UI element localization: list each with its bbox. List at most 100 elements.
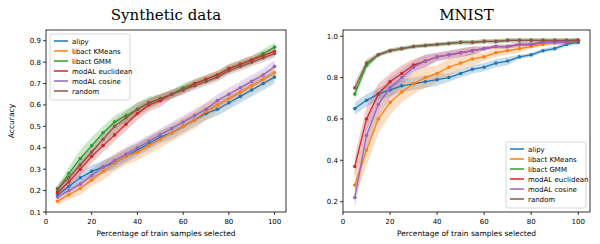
legend-swatch [54, 80, 68, 82]
y-tick-label: 0.6 [30, 101, 42, 109]
series-marker [90, 170, 94, 174]
series-marker [353, 107, 357, 111]
series-marker [553, 39, 557, 43]
series-marker [471, 49, 475, 53]
series-marker [400, 47, 404, 51]
series-marker [227, 69, 231, 73]
x-tick-label: 0 [44, 218, 48, 226]
error-band [57, 60, 274, 201]
legend-swatch [510, 198, 524, 200]
series-marker [353, 196, 357, 200]
legend-swatch [510, 178, 524, 180]
series-marker [506, 49, 510, 53]
series-marker [518, 39, 522, 43]
series-marker [518, 55, 522, 59]
series-marker [424, 44, 428, 48]
legend-label: modAL euclidean [72, 68, 132, 76]
series-marker [193, 118, 197, 122]
series-marker [447, 76, 451, 80]
series-marker [447, 42, 451, 46]
series-marker [435, 55, 439, 59]
y-tick [340, 77, 343, 78]
y-tick-label: 0.9 [30, 37, 41, 45]
x-tick [46, 212, 47, 215]
y-tick [340, 201, 343, 202]
series-marker [124, 122, 128, 126]
series-marker [56, 195, 60, 199]
series-line [57, 51, 274, 192]
chart: MNIST0204060801000.20.40.60.81.0Percenta… [327, 6, 590, 238]
y-tick [340, 160, 343, 161]
legend-swatch [510, 158, 524, 160]
series-marker [365, 117, 369, 121]
series-marker [136, 107, 140, 111]
legend-swatch [510, 168, 524, 170]
series-marker [136, 112, 140, 116]
series-marker [494, 61, 498, 65]
series-marker [518, 43, 522, 47]
series-marker [261, 73, 265, 77]
series-marker [482, 47, 486, 51]
x-tick-label: 100 [572, 218, 585, 226]
series-marker [56, 187, 60, 191]
series-marker [238, 65, 242, 69]
legend-label: libact GMM [72, 58, 111, 66]
legend-swatch [54, 60, 68, 62]
x-tick [183, 212, 184, 215]
series-line [355, 40, 578, 166]
series-marker [482, 47, 486, 51]
series-marker [273, 65, 277, 69]
series-marker [181, 125, 185, 129]
chart-title: MNIST [439, 6, 494, 24]
y-tick-label: 0.4 [30, 144, 42, 152]
y-tick [43, 104, 46, 105]
series-marker [101, 131, 105, 135]
series-marker [261, 77, 265, 81]
x-tick-label: 60 [179, 218, 188, 226]
series-marker [78, 187, 82, 191]
y-tick-label: 0.7 [30, 80, 41, 88]
y-tick [340, 36, 343, 37]
legend-swatch [510, 148, 524, 150]
x-tick [390, 212, 391, 215]
series-marker [400, 72, 404, 76]
series-marker [494, 40, 498, 44]
series-marker [506, 45, 510, 49]
series-marker [376, 92, 380, 96]
chart-title: Synthetic data [111, 6, 222, 24]
series-marker [541, 49, 545, 53]
series-marker [388, 49, 392, 53]
y-tick [43, 126, 46, 127]
series-marker [459, 51, 463, 55]
series-marker [113, 133, 117, 137]
legend-label: libact KMeans [528, 156, 577, 164]
series-marker [273, 75, 277, 79]
series-marker [529, 43, 533, 47]
plot-frame [46, 30, 286, 212]
legend-label: libact KMeans [72, 48, 121, 56]
series-marker [388, 80, 392, 84]
series-marker [482, 40, 486, 44]
series-marker [553, 39, 557, 43]
series-marker [78, 167, 82, 171]
series-line [355, 40, 578, 88]
series-marker [67, 180, 71, 184]
legend-label: modAL euclidean [528, 176, 588, 184]
series-marker [576, 39, 580, 43]
series-marker [136, 107, 140, 111]
series-marker [471, 41, 475, 45]
series-marker [227, 97, 231, 101]
x-axis-label: Percentage of train samples selected [397, 229, 536, 238]
series-marker [273, 52, 277, 56]
series-marker [365, 61, 369, 65]
series-marker [365, 99, 369, 103]
series-marker [471, 49, 475, 53]
series-marker [170, 92, 174, 96]
series-marker [518, 47, 522, 51]
series-marker [471, 67, 475, 71]
series-marker [435, 72, 439, 76]
series-marker [529, 43, 533, 47]
series-marker [147, 101, 151, 105]
legend-swatch [510, 188, 524, 190]
series-marker [412, 45, 416, 49]
